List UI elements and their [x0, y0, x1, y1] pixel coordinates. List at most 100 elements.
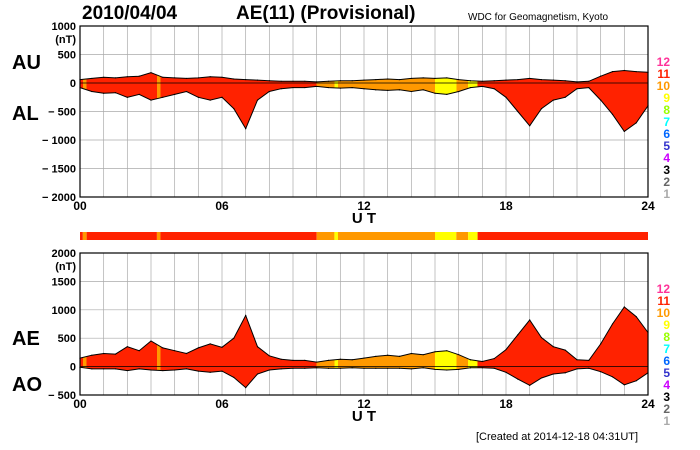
chart-title: AE(11) (Provisional) [236, 3, 416, 24]
y-tick-label: 1000 [52, 305, 76, 317]
data-point-ae [564, 349, 566, 351]
data-point-ae [327, 359, 330, 361]
data-point-ae [623, 306, 625, 308]
y-tick-label: 1000 [52, 21, 76, 33]
data-point-al [245, 128, 247, 130]
data-point-al [458, 90, 460, 93]
legend-entry-7: 7 [663, 115, 670, 129]
data-point-au [505, 79, 507, 81]
data-point-al [434, 92, 436, 94]
legend-entry-8: 8 [663, 330, 670, 344]
data-point-au [304, 80, 306, 82]
data-point-ao [304, 367, 306, 369]
data-point-al [623, 130, 625, 133]
station-segment [468, 232, 478, 240]
data-point-ae [458, 354, 460, 356]
data-point-ao [576, 368, 578, 370]
station-segment [456, 232, 469, 240]
data-point-al [540, 108, 543, 110]
data-point-au [256, 79, 259, 81]
data-point-au [339, 80, 341, 82]
legend-entry-3: 3 [663, 390, 670, 404]
station-segment [80, 232, 83, 240]
data-point-ae [446, 350, 448, 352]
data-point-ae [410, 352, 412, 355]
data-point-ao [233, 376, 235, 378]
station-segment [337, 232, 435, 240]
y-tick-label: 0 [70, 362, 76, 374]
data-point-au [197, 77, 199, 79]
data-point-ao [387, 367, 389, 369]
data-point-al [150, 99, 152, 101]
data-point-ae [481, 360, 483, 363]
data-point-al [635, 122, 637, 124]
data-point-ae [505, 348, 507, 351]
data-point-au [517, 78, 519, 81]
station-segment [86, 232, 157, 240]
y-tick-label: − 500 [48, 107, 76, 119]
data-point-au [564, 80, 566, 82]
data-point-au [375, 78, 377, 81]
data-point-ao [197, 370, 199, 372]
data-point-ao [410, 368, 412, 370]
data-point-au [162, 76, 164, 78]
data-point-ae [469, 359, 472, 361]
data-point-ae [150, 340, 152, 342]
data-point-ae [600, 343, 602, 345]
data-point-au [150, 72, 152, 74]
plot-frame [79, 252, 649, 396]
data-point-al [469, 86, 472, 89]
data-point-ae [292, 359, 294, 361]
data-point-ao [221, 370, 223, 372]
data-point-au [434, 77, 436, 80]
ao-label: AO [12, 374, 42, 396]
data-point-ao [434, 368, 436, 371]
data-point-ao [339, 367, 341, 369]
data-point-ae [422, 354, 424, 356]
x-tick-label: 18 [499, 199, 513, 213]
station-segment [477, 232, 648, 240]
data-point-au [245, 78, 247, 81]
data-point-ae [635, 316, 637, 318]
data-point-au [114, 77, 117, 79]
data-point-ao [611, 376, 614, 378]
legend-entry-1: 1 [663, 187, 670, 201]
created-timestamp: [Created at 2014-12-18 04:31UT] [476, 431, 639, 443]
data-point-ao [185, 368, 188, 370]
data-point-al [304, 86, 306, 89]
data-point-ao [162, 369, 164, 372]
data-point-au [552, 79, 554, 81]
data-point-ao [398, 367, 401, 369]
data-point-al [91, 90, 93, 93]
x-tick-label: 00 [73, 199, 87, 213]
data-point-al [292, 86, 294, 89]
y-tick-label: − 500 [48, 390, 76, 402]
data-point-al [611, 113, 614, 115]
station-strip [80, 232, 648, 240]
legend-entry-10: 10 [657, 79, 671, 93]
data-point-al [339, 87, 341, 89]
y-tick-label: − 1000 [42, 135, 76, 147]
data-point-ao [327, 367, 330, 369]
data-point-ae [588, 359, 590, 361]
data-point-ao [635, 380, 637, 382]
data-point-ao [529, 384, 531, 386]
data-point-ae [304, 359, 306, 361]
data-point-al [387, 89, 389, 92]
legend-entry-3: 3 [663, 163, 670, 177]
data-point-ao [174, 369, 176, 371]
data-point-al [517, 110, 519, 113]
data-point-ao [363, 367, 365, 369]
data-point-ae [209, 343, 211, 345]
al-label: AL [12, 103, 39, 125]
data-point-ae [398, 355, 401, 357]
legend-entry-8: 8 [663, 103, 670, 117]
data-point-ao [150, 369, 152, 371]
data-point-ao [103, 368, 105, 370]
data-point-au [174, 77, 176, 79]
x-tick-label: 12 [357, 397, 371, 411]
x-tick-label: 18 [499, 397, 513, 411]
data-point-ae [611, 323, 614, 325]
data-point-au [635, 71, 637, 73]
ae-label: AE [12, 328, 40, 350]
